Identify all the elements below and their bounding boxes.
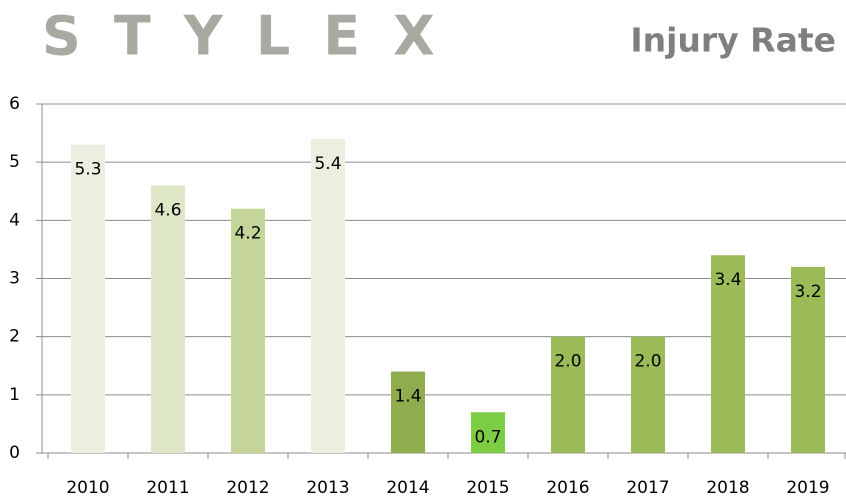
- x-tick-label: 2014: [386, 478, 429, 498]
- bar: [231, 208, 265, 453]
- y-tick-label: 1: [9, 385, 20, 405]
- bar: [471, 412, 505, 453]
- data-label: 5.3: [74, 160, 101, 180]
- data-label: 2.0: [554, 352, 581, 372]
- data-label: 3.4: [714, 270, 741, 290]
- y-tick-label: 5: [9, 152, 20, 172]
- chart-title: Injury Rate: [630, 21, 836, 60]
- bar: [631, 336, 665, 453]
- x-tick-label: 2012: [226, 478, 269, 498]
- x-tick-label: 2013: [306, 478, 349, 498]
- bar: [711, 255, 745, 453]
- y-tick-label: 4: [9, 210, 20, 230]
- logo: STYLEX: [42, 5, 468, 68]
- x-tick-label: 2010: [66, 478, 109, 498]
- bar: [551, 336, 585, 453]
- data-label: 4.2: [234, 224, 261, 244]
- y-tick-label: 2: [9, 327, 20, 347]
- x-tick-label: 2015: [466, 478, 509, 498]
- bar: [311, 138, 345, 453]
- bar: [391, 371, 425, 453]
- data-label: 0.7: [474, 427, 501, 447]
- data-label: 1.4: [394, 387, 421, 407]
- x-tick-label: 2011: [146, 478, 189, 498]
- x-tick-label: 2016: [546, 478, 589, 498]
- y-tick-label: 6: [9, 94, 20, 114]
- data-label: 2.0: [634, 352, 661, 372]
- data-label: 3.2: [794, 282, 821, 302]
- x-tick-label: 2019: [786, 478, 829, 498]
- bar: [791, 266, 825, 453]
- data-label: 4.6: [154, 200, 181, 220]
- data-label: 5.4: [314, 154, 341, 174]
- bar: [71, 144, 105, 453]
- y-tick-label: 0: [9, 443, 20, 463]
- x-tick-label: 2018: [706, 478, 749, 498]
- y-tick-label: 3: [9, 269, 20, 289]
- bar: [151, 185, 185, 453]
- x-tick-label: 2017: [626, 478, 669, 498]
